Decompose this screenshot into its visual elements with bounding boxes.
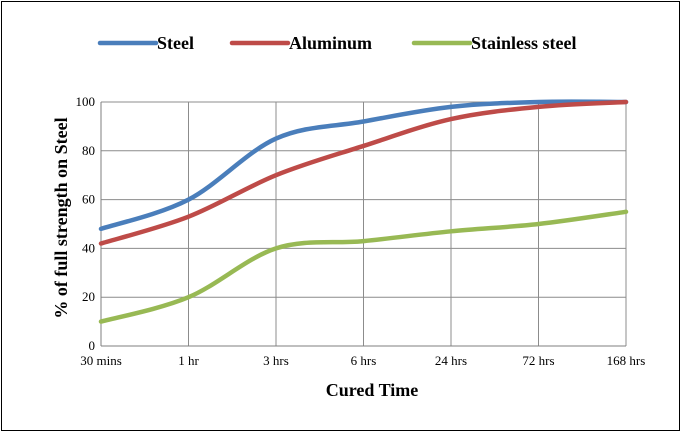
y-tick-label: 80 xyxy=(82,143,95,158)
x-tick-label: 168 hrs xyxy=(607,353,646,368)
y-tick-label: 40 xyxy=(82,240,95,255)
x-tick-label: 3 hrs xyxy=(263,353,289,368)
x-tick-label: 24 hrs xyxy=(435,353,467,368)
y-tick-label: 60 xyxy=(82,192,95,207)
series-line-aluminum xyxy=(98,99,629,246)
series-lines xyxy=(98,99,629,324)
series-line-stainless-steel xyxy=(98,209,629,324)
legend-label: Steel xyxy=(157,33,194,53)
y-axis-title: % of full strength on Steel xyxy=(51,117,71,318)
y-tick-label: 100 xyxy=(76,94,96,109)
y-tick-label: 0 xyxy=(89,338,96,353)
y-tick-labels: 0 20 40 60 80 100 xyxy=(76,94,96,353)
x-tick-labels: 30 mins 1 hr 3 hrs 6 hrs 24 hrs 72 hrs 168 hrs xyxy=(80,353,645,368)
series-line-steel xyxy=(98,99,629,232)
x-tick-label: 30 mins xyxy=(80,353,122,368)
legend-label: Stainless steel xyxy=(471,33,577,53)
x-tick-label: 6 hrs xyxy=(351,353,377,368)
x-tick-label: 1 hr xyxy=(178,353,199,368)
y-tick-label: 20 xyxy=(82,289,95,304)
legend: Steel Aluminum Stainless steel xyxy=(97,33,577,53)
x-axis-title: Cured Time xyxy=(326,380,419,400)
axes xyxy=(100,102,626,347)
legend-label: Aluminum xyxy=(289,33,372,53)
x-tick-label: 72 hrs xyxy=(522,353,554,368)
